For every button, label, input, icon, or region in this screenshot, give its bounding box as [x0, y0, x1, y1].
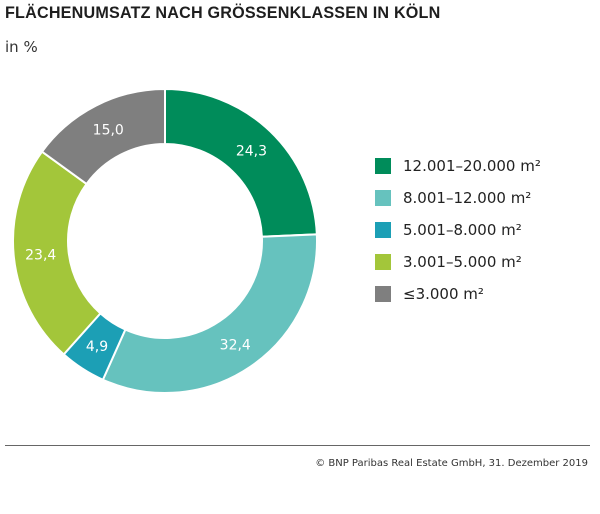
donut-slice: [164, 87, 318, 238]
legend: 12.001–20.000 m² 8.001–12.000 m² 5.001–8…: [375, 150, 541, 310]
legend-item: 12.001–20.000 m²: [375, 150, 541, 182]
legend-swatch: [375, 158, 391, 174]
divider: [5, 445, 590, 446]
chart-subtitle: in %: [5, 38, 38, 56]
slice-value-label: 15,0: [93, 123, 124, 139]
legend-item: ≤3.000 m²: [375, 278, 541, 310]
legend-label: ≤3.000 m²: [403, 285, 484, 303]
legend-swatch: [375, 254, 391, 270]
slice-value-label: 23,4: [25, 247, 56, 263]
chart-title: FLÄCHENUMSATZ NACH GRÖSSENKLASSEN IN KÖL…: [5, 3, 441, 22]
legend-label: 12.001–20.000 m²: [403, 157, 541, 175]
legend-swatch: [375, 222, 391, 238]
legend-label: 8.001–12.000 m²: [403, 189, 532, 207]
legend-swatch: [375, 286, 391, 302]
donut-slice: [40, 87, 166, 186]
legend-swatch: [375, 190, 391, 206]
donut-slice: [101, 233, 318, 394]
legend-item: 5.001–8.000 m²: [375, 214, 541, 246]
slice-value-label: 24,3: [236, 144, 267, 160]
legend-label: 3.001–5.000 m²: [403, 253, 522, 271]
legend-item: 8.001–12.000 m²: [375, 182, 541, 214]
legend-label: 5.001–8.000 m²: [403, 221, 522, 239]
slice-value-label: 32,4: [220, 337, 251, 353]
copyright-footer: © BNP Paribas Real Estate GmbH, 31. Deze…: [315, 458, 588, 469]
slice-value-label: 4,9: [86, 339, 108, 355]
legend-item: 3.001–5.000 m²: [375, 246, 541, 278]
